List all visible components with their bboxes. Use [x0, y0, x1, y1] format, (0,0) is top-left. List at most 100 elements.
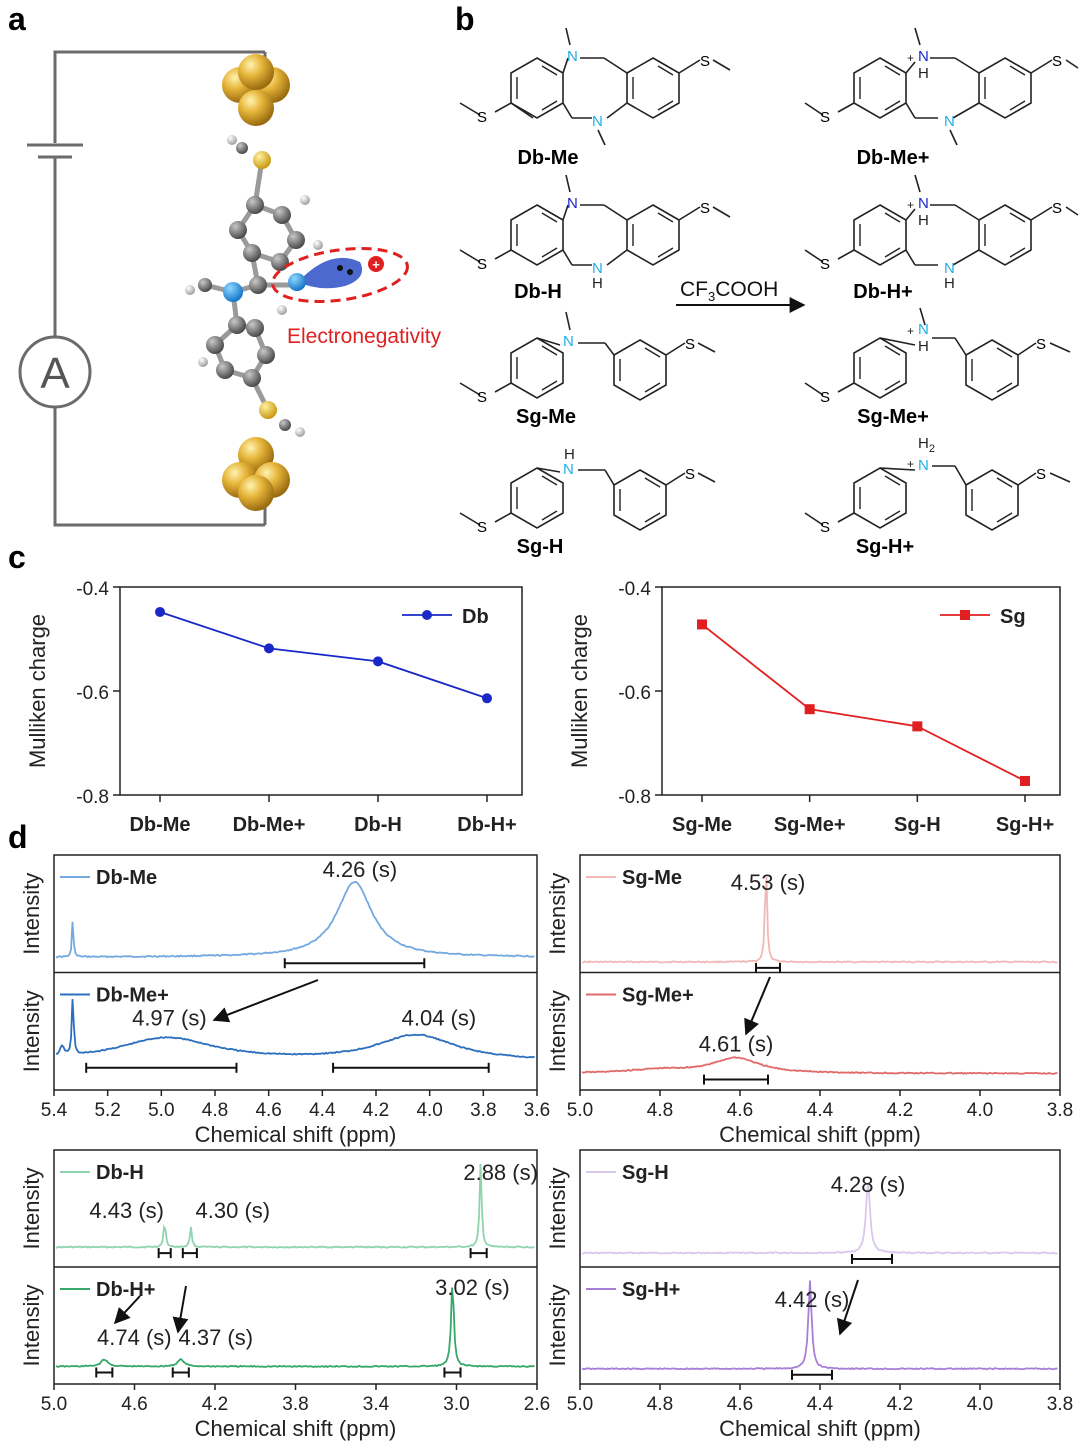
data-point: [482, 693, 492, 704]
data-point: [804, 704, 815, 715]
peak-label: 2.88 (s): [463, 1160, 538, 1185]
x-tick-label: 4.4: [807, 1394, 834, 1415]
label-db-me: Db-Me: [517, 147, 578, 169]
atom-n: N: [592, 260, 603, 277]
data-point: [912, 721, 923, 732]
structure-db-h: N N H S S Db-H: [459, 174, 731, 303]
reagent-label: CF3COOH: [680, 278, 778, 304]
x-tick-label: 3.8: [470, 1100, 496, 1121]
data-point: [155, 606, 165, 617]
spectrum-line: [582, 876, 1058, 964]
x-tick-label: 4.2: [202, 1394, 228, 1415]
legend-label: Db: [462, 606, 489, 628]
x-tick-label: 4.2: [887, 1100, 913, 1121]
atom-s: S: [820, 389, 830, 406]
legend-marker: [422, 610, 432, 620]
atom-n: N: [944, 113, 955, 130]
shift-arrow-icon: [744, 976, 771, 1036]
structure-sg-h-plus: H2 + N S S Sg-H+: [804, 435, 1071, 558]
atom-s: S: [700, 53, 710, 70]
atom-s: S: [1052, 53, 1062, 70]
y-tick-label: -0.8: [618, 787, 651, 808]
atom-s: S: [685, 336, 695, 353]
peak-label: 4.28 (s): [831, 1172, 906, 1197]
y-axis-label: Intensity: [545, 1168, 570, 1250]
x-tick-label: 4.6: [121, 1394, 147, 1415]
y-tick-label: -0.4: [76, 579, 109, 600]
x-axis-label: Chemical shift (ppm): [719, 1416, 921, 1441]
spectrum-line: [55, 1287, 535, 1369]
x-tick-label: 5.0: [567, 1100, 593, 1121]
panel-label-a: a: [8, 1, 26, 37]
peak-label: 4.74 (s): [97, 1325, 172, 1350]
structure-db-me-plus: + N H N S S Db-Me+: [804, 27, 1079, 169]
x-tick-label: 4.8: [647, 1100, 673, 1121]
x-tick-label: 4.0: [416, 1100, 442, 1121]
y-axis-label: Intensity: [19, 1168, 44, 1250]
gold-electrode-bottom-icon: [222, 437, 290, 511]
structure-sg-h: H N S S Sg-H: [459, 446, 716, 558]
gold-electrode-top-icon: [222, 54, 290, 126]
y-axis-label: Mulliken charge: [567, 614, 592, 768]
x-tick-label: 4.4: [309, 1100, 336, 1121]
legend-label: Sg-H: [622, 1162, 669, 1184]
label-sg-me-plus: Sg-Me+: [857, 406, 929, 428]
svg-text:N: N: [567, 195, 578, 212]
atom-s: S: [685, 466, 695, 483]
nmr-chart-db-me: 5.4 5.2 5.0 4.8 4.6 4.4 4.2 4.0 3.8 3.6 Chemical s…: [19, 854, 550, 1147]
shift-arrow-icon: [836, 1279, 859, 1336]
svg-text:H: H: [564, 446, 575, 463]
svg-text:H: H: [918, 212, 929, 229]
atom-s: S: [1036, 466, 1046, 483]
legend-label: Sg-H+: [622, 1279, 680, 1301]
atom-s: S: [1052, 200, 1062, 217]
series-line: [159, 611, 488, 700]
x-tick-label: 3.8: [282, 1394, 308, 1415]
peak-label: 4.04 (s): [402, 1006, 477, 1031]
proton-plus-icon: +: [372, 257, 380, 272]
x-tick-label: 3.0: [443, 1394, 469, 1415]
svg-text:+: +: [907, 457, 914, 471]
x-tick-label: 4.0: [967, 1100, 993, 1121]
svg-text:+: +: [907, 51, 914, 65]
data-point: [373, 656, 383, 667]
svg-text:N: N: [918, 195, 929, 212]
x-category-label: Db-H+: [457, 814, 516, 836]
spectrum-line: [581, 1183, 1058, 1255]
peak-label: 4.26 (s): [323, 857, 398, 882]
label-db-h: Db-H: [514, 281, 562, 303]
x-tick-label: 4.0: [967, 1394, 993, 1415]
electronegativity-highlight: [271, 246, 409, 304]
legend-label: Db-H: [96, 1162, 144, 1184]
y-axis-label: Intensity: [19, 1285, 44, 1367]
structure-sg-me: N S S Sg-Me: [459, 311, 716, 428]
proton-icon: [368, 256, 384, 272]
label-sg-h: Sg-H: [517, 536, 564, 558]
x-tick-label: 3.8: [1047, 1394, 1073, 1415]
legend-label: Sg-Me+: [622, 985, 694, 1007]
legend-label: Sg: [1000, 606, 1026, 628]
spectrum-line: [56, 880, 535, 959]
y-axis-label: Mulliken charge: [25, 614, 50, 768]
y-axis-label: Intensity: [545, 1285, 570, 1367]
x-tick-label: 5.0: [41, 1394, 67, 1415]
y-axis-label: Intensity: [545, 990, 570, 1072]
x-tick-label: 2.6: [524, 1394, 550, 1415]
atom-n: N: [918, 457, 929, 474]
x-tick-label: 5.0: [148, 1100, 174, 1121]
y-tick-label: -0.4: [618, 579, 651, 600]
structure-db-me: N N S S Db-Me: [459, 27, 731, 169]
x-category-label: Sg-Me+: [774, 814, 846, 836]
label-db-me-plus: Db-Me+: [857, 147, 930, 169]
x-tick-label: 4.8: [202, 1100, 228, 1121]
label-sg-h-plus: Sg-H+: [856, 536, 914, 558]
svg-text:H2: H2: [918, 435, 935, 455]
legend-label: Db-Me+: [96, 985, 169, 1007]
spectrum-line: [581, 1280, 1058, 1371]
data-point: [264, 643, 274, 654]
legend-label: Sg-Me: [622, 867, 682, 889]
atom-n: N: [918, 321, 929, 338]
data-point: [1020, 775, 1030, 786]
panel-a-circuit: A: [18, 50, 442, 527]
